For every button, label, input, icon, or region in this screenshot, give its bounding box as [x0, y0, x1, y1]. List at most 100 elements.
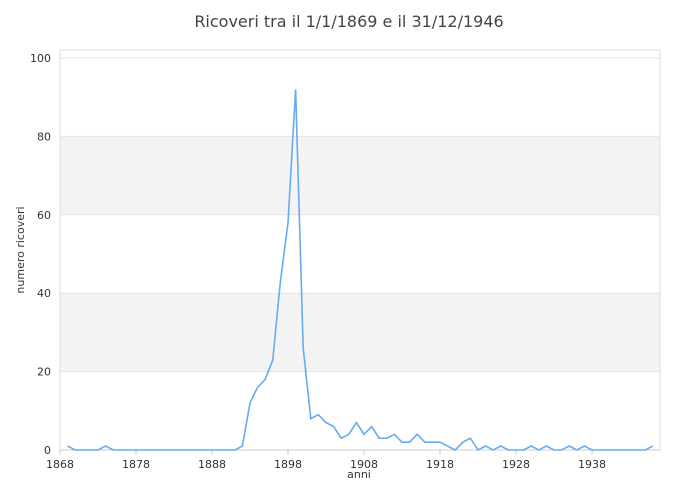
data-point[interactable]: [521, 447, 527, 453]
y-tick-label: 20: [37, 366, 51, 379]
data-point[interactable]: [574, 447, 580, 453]
data-point[interactable]: [551, 447, 557, 453]
data-point[interactable]: [437, 439, 443, 445]
grid-band: [60, 293, 660, 372]
data-point[interactable]: [429, 439, 435, 445]
x-axis-label: anni: [347, 468, 371, 481]
data-point[interactable]: [186, 447, 192, 453]
data-point[interactable]: [201, 447, 207, 453]
data-point[interactable]: [72, 447, 78, 453]
data-point[interactable]: [650, 443, 656, 449]
data-point[interactable]: [315, 412, 321, 418]
data-point[interactable]: [467, 435, 473, 441]
data-point[interactable]: [505, 447, 511, 453]
data-point[interactable]: [399, 439, 405, 445]
data-point[interactable]: [194, 447, 200, 453]
data-point[interactable]: [376, 435, 382, 441]
data-point[interactable]: [331, 423, 337, 429]
series-line: [67, 89, 654, 452]
data-point[interactable]: [460, 439, 466, 445]
plot-area-border: [59, 49, 661, 451]
data-point[interactable]: [612, 447, 618, 453]
data-point[interactable]: [346, 431, 352, 437]
data-point[interactable]: [604, 447, 610, 453]
y-tick-label: 100: [30, 52, 51, 65]
grid-band: [60, 136, 660, 215]
data-point[interactable]: [179, 447, 185, 453]
data-point[interactable]: [163, 447, 169, 453]
data-point[interactable]: [407, 439, 413, 445]
data-point[interactable]: [95, 447, 101, 453]
data-point[interactable]: [391, 431, 397, 437]
data-point[interactable]: [156, 447, 162, 453]
data-point[interactable]: [148, 447, 154, 453]
data-point[interactable]: [110, 447, 116, 453]
data-point[interactable]: [87, 447, 93, 453]
x-tick-label: 1898: [274, 458, 302, 471]
x-tick-label: 1938: [578, 458, 606, 471]
data-point[interactable]: [103, 443, 109, 449]
y-axis-label: numero ricoveri: [14, 206, 27, 293]
data-point[interactable]: [133, 447, 139, 453]
data-point[interactable]: [247, 400, 253, 406]
data-point[interactable]: [528, 443, 534, 449]
data-point[interactable]: [65, 443, 71, 449]
chart-title: Ricoveri tra il 1/1/1869 e il 31/12/1946: [194, 12, 503, 31]
data-point[interactable]: [566, 443, 572, 449]
data-point[interactable]: [513, 447, 519, 453]
data-point[interactable]: [285, 220, 291, 226]
x-tick-label: 1868: [46, 458, 74, 471]
y-tick-label: 80: [37, 130, 51, 143]
data-point[interactable]: [353, 420, 359, 426]
x-tick-label: 1878: [122, 458, 150, 471]
data-point[interactable]: [209, 447, 215, 453]
y-tick-label: 0: [44, 444, 51, 457]
data-point[interactable]: [125, 447, 131, 453]
data-point[interactable]: [239, 443, 245, 449]
data-point[interactable]: [536, 447, 542, 453]
data-point[interactable]: [498, 443, 504, 449]
data-point[interactable]: [559, 447, 565, 453]
data-point[interactable]: [293, 86, 299, 92]
data-point[interactable]: [308, 416, 314, 422]
x-tick-label: 1928: [502, 458, 530, 471]
data-point[interactable]: [490, 447, 496, 453]
data-point[interactable]: [338, 435, 344, 441]
data-point[interactable]: [277, 278, 283, 284]
data-point[interactable]: [361, 431, 367, 437]
data-point[interactable]: [543, 443, 549, 449]
data-point[interactable]: [171, 447, 177, 453]
x-tick-label: 1888: [198, 458, 226, 471]
data-point[interactable]: [627, 447, 633, 453]
data-point[interactable]: [384, 435, 390, 441]
data-point[interactable]: [300, 345, 306, 351]
data-point[interactable]: [80, 447, 86, 453]
data-point[interactable]: [642, 447, 648, 453]
data-point[interactable]: [369, 423, 375, 429]
x-tick-label: 1918: [426, 458, 454, 471]
data-point[interactable]: [452, 447, 458, 453]
data-point[interactable]: [414, 431, 420, 437]
data-point[interactable]: [224, 447, 230, 453]
data-point[interactable]: [323, 420, 329, 426]
data-point[interactable]: [483, 443, 489, 449]
data-point[interactable]: [475, 447, 481, 453]
data-point[interactable]: [635, 447, 641, 453]
data-point[interactable]: [422, 439, 428, 445]
data-point[interactable]: [262, 376, 268, 382]
y-tick-label: 40: [37, 287, 51, 300]
x-tick-label: 1908: [350, 458, 378, 471]
data-point[interactable]: [597, 447, 603, 453]
data-point[interactable]: [270, 357, 276, 363]
data-point[interactable]: [232, 447, 238, 453]
data-point[interactable]: [255, 384, 261, 390]
y-tick-label: 60: [37, 209, 51, 222]
data-point[interactable]: [589, 447, 595, 453]
data-point[interactable]: [445, 443, 451, 449]
data-point[interactable]: [141, 447, 147, 453]
data-point[interactable]: [118, 447, 124, 453]
data-point[interactable]: [217, 447, 223, 453]
data-point[interactable]: [619, 447, 625, 453]
data-point[interactable]: [581, 443, 587, 449]
